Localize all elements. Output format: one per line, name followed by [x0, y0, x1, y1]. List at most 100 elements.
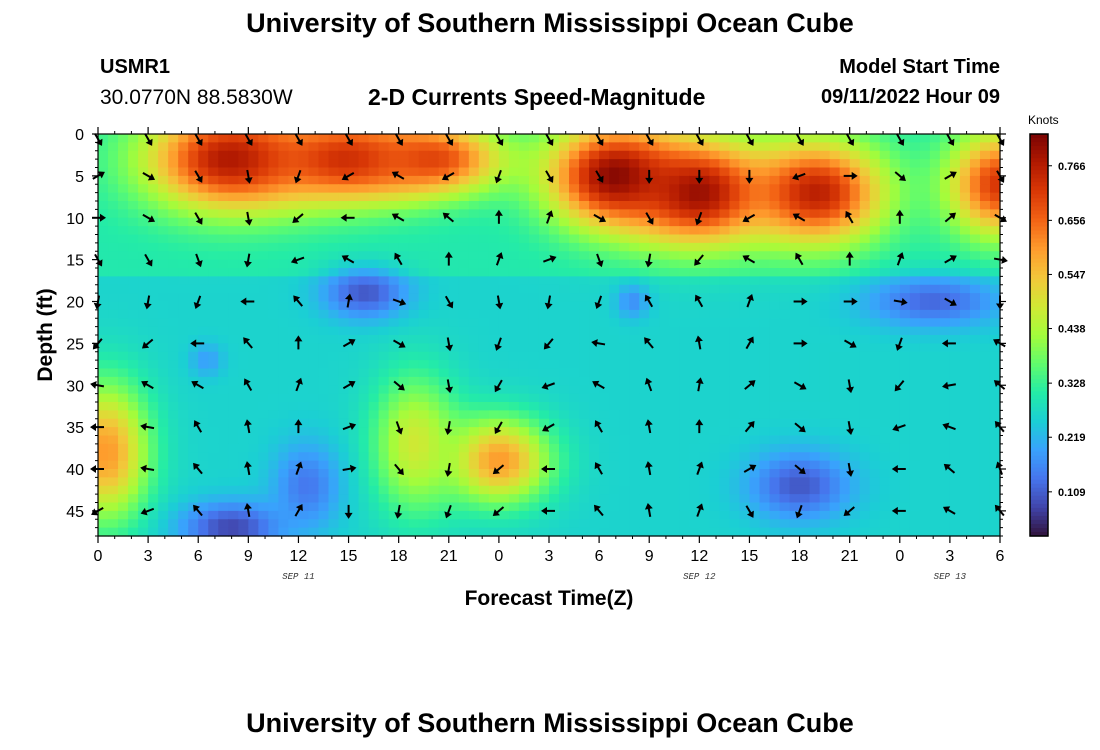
- heat-cell: [809, 242, 821, 252]
- heat-cell: [599, 469, 610, 478]
- heat-cell: [679, 150, 690, 160]
- heat-cell: [428, 335, 440, 344]
- arrow-head: [495, 302, 504, 310]
- heat-cell: [619, 335, 630, 344]
- heat-cell: [829, 494, 841, 504]
- heat-cell: [368, 435, 380, 445]
- heat-cell: [609, 318, 620, 328]
- heat-cell: [869, 402, 881, 411]
- current-arrow: [895, 133, 905, 146]
- heat-cell: [559, 309, 570, 319]
- heat-cell: [98, 376, 109, 386]
- heat-cell: [669, 217, 680, 227]
- heat-cell: [929, 477, 941, 487]
- heat-cell: [549, 276, 560, 286]
- heat-cell: [198, 142, 209, 152]
- heat-cell: [909, 284, 921, 294]
- heat-cell: [749, 385, 761, 395]
- heat-cell: [208, 242, 219, 252]
- heat-cell: [569, 410, 580, 420]
- heat-cell: [158, 293, 169, 303]
- heat-cell: [168, 376, 179, 386]
- heat-cell: [789, 259, 801, 269]
- heat-cell: [899, 410, 911, 420]
- heat-cell: [348, 201, 360, 210]
- heat-cell: [198, 318, 209, 328]
- heat-cell: [358, 427, 370, 437]
- heat-cell: [679, 201, 690, 210]
- current-arrow: [994, 213, 1007, 223]
- heat-cell: [408, 134, 420, 143]
- heat-cell: [108, 469, 119, 478]
- heat-cell: [709, 234, 720, 244]
- heat-cell: [849, 318, 861, 328]
- current-arrow: [545, 210, 554, 224]
- heat-cell: [979, 368, 991, 378]
- heat-cell: [338, 485, 350, 495]
- heat-cell: [799, 368, 811, 378]
- heat-cell: [919, 435, 931, 445]
- heat-cell: [498, 209, 510, 219]
- heat-cell: [889, 175, 901, 185]
- heat-cell: [288, 175, 300, 185]
- heat-cell: [909, 360, 921, 370]
- heat-cell: [629, 251, 640, 261]
- heat-cell: [218, 159, 229, 169]
- heat-cell: [719, 150, 730, 160]
- heat-cell: [488, 494, 500, 504]
- heat-cell: [268, 477, 279, 487]
- heat-cell: [879, 201, 891, 210]
- heat-cell: [538, 192, 550, 202]
- heat-cell: [378, 418, 390, 428]
- heat-cell: [889, 410, 901, 420]
- heat-cell: [909, 376, 921, 386]
- current-arrow: [295, 377, 303, 392]
- heat-cell: [338, 368, 350, 378]
- heat-cell: [258, 418, 269, 428]
- heat-cell: [318, 527, 330, 537]
- heat-cell: [128, 217, 139, 227]
- heat-cell: [579, 460, 590, 470]
- heat-cell: [478, 469, 490, 478]
- heat-cell: [669, 494, 680, 504]
- heat-cell: [418, 435, 430, 445]
- heat-cell: [398, 351, 410, 361]
- heat-cell: [388, 410, 400, 420]
- heat-cell: [508, 184, 520, 194]
- heat-cell: [779, 435, 791, 445]
- heat-cell: [929, 309, 941, 319]
- heat-cell: [649, 318, 660, 328]
- x-tick-label: 12: [690, 548, 708, 565]
- heat-cell: [939, 293, 951, 303]
- heat-cell: [839, 318, 851, 328]
- heat-cell: [829, 259, 841, 269]
- heat-cell: [538, 335, 550, 344]
- heat-cell: [148, 326, 159, 336]
- heat-cell: [178, 142, 189, 152]
- heat-cell: [388, 251, 400, 261]
- current-arrow: [891, 506, 906, 515]
- current-arrow: [244, 133, 253, 146]
- heat-cell: [879, 460, 891, 470]
- heat-cell: [478, 293, 490, 303]
- heat-cell: [398, 485, 410, 495]
- heat-cell: [939, 259, 951, 269]
- heat-cell: [869, 510, 881, 520]
- heat-cell: [348, 477, 360, 487]
- heat-cell: [238, 309, 249, 319]
- heat-cell: [438, 284, 450, 294]
- heat-cell: [318, 469, 330, 478]
- heat-cell: [739, 184, 751, 194]
- heat-cell: [98, 159, 109, 169]
- heat-cell: [198, 469, 209, 478]
- heat-cell: [779, 527, 791, 537]
- heat-cell: [458, 159, 470, 169]
- arrow-head: [341, 173, 349, 181]
- heat-cell: [819, 217, 831, 227]
- heat-cell: [408, 418, 420, 428]
- heat-cell: [839, 326, 851, 336]
- arrow-head: [396, 467, 404, 476]
- heat-cell: [659, 502, 670, 512]
- heat-cell: [779, 393, 791, 403]
- heat-cell: [288, 150, 300, 160]
